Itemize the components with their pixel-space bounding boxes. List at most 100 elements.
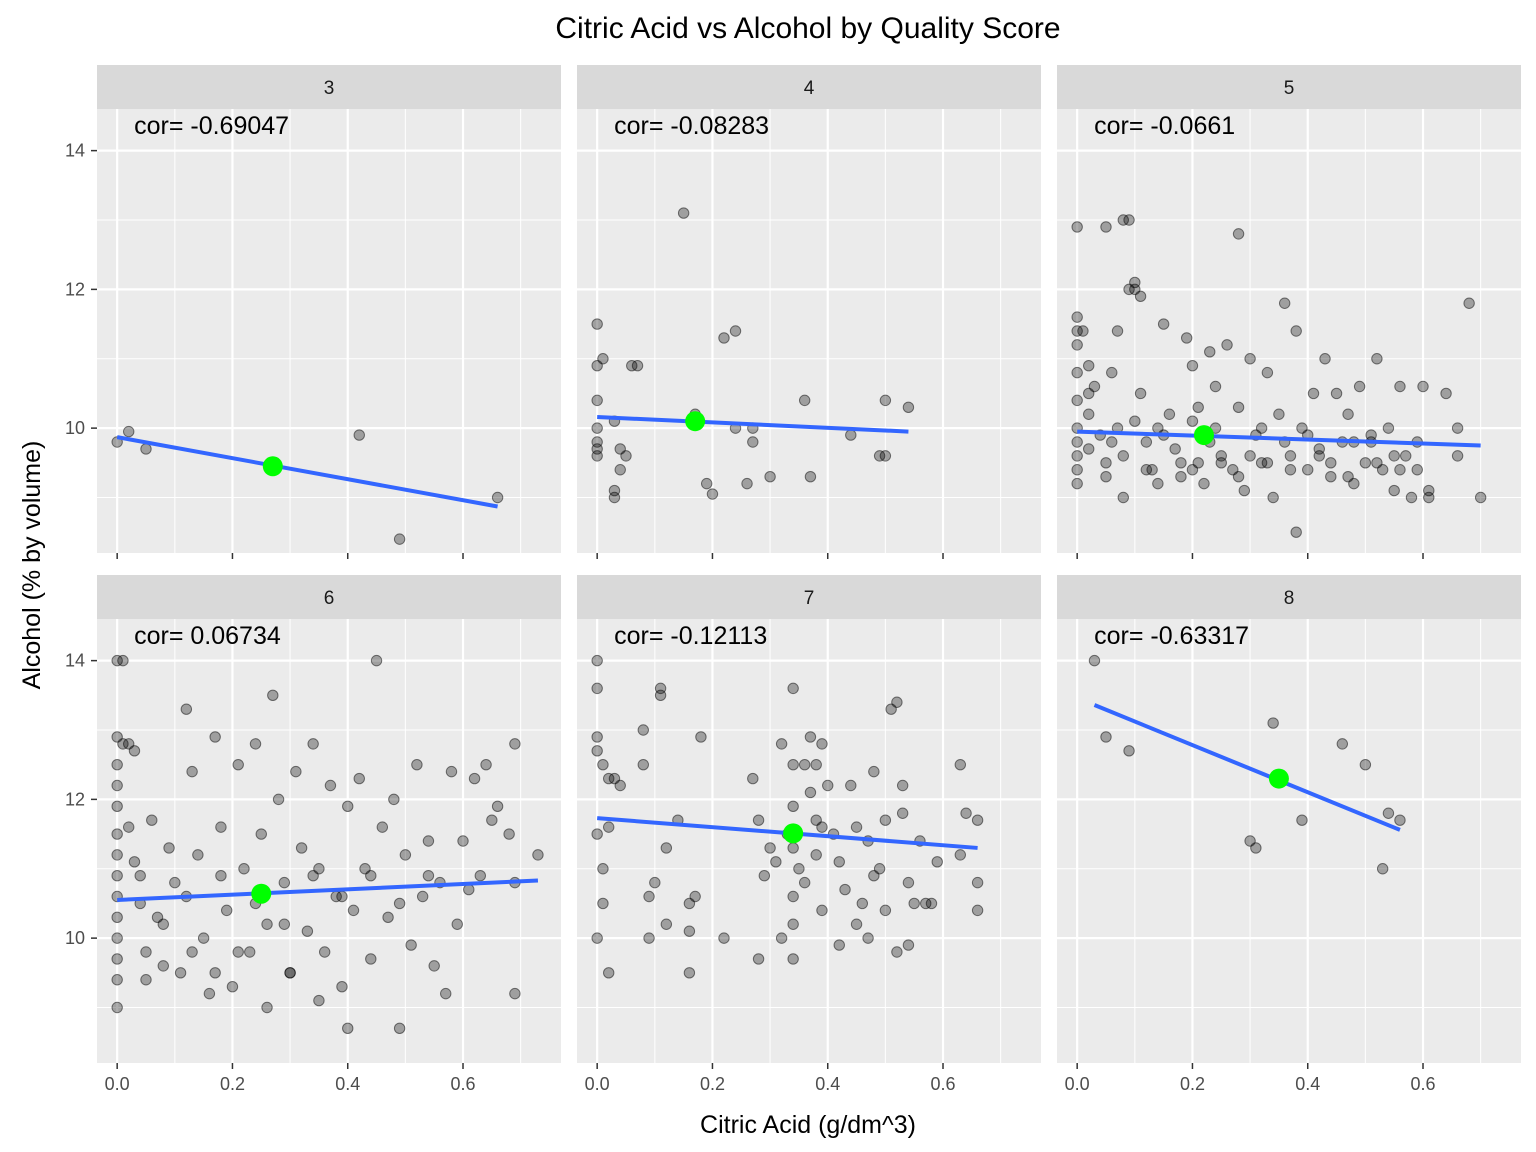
facet-strip	[577, 65, 1041, 109]
data-point	[370, 654, 383, 667]
data-point	[1180, 332, 1193, 344]
correlation-label: cor= 0.06734	[134, 622, 281, 650]
data-point	[1106, 436, 1118, 448]
data-point	[232, 758, 244, 771]
data-point	[416, 890, 429, 903]
data-point	[1417, 380, 1429, 393]
panel-background	[1057, 619, 1521, 1063]
data-point	[971, 904, 984, 917]
data-point	[278, 918, 291, 930]
data-point	[1451, 422, 1464, 434]
data-point	[1267, 491, 1279, 504]
data-point	[718, 332, 730, 344]
mean-point	[251, 883, 272, 904]
data-point	[1359, 457, 1372, 469]
data-point	[1175, 457, 1187, 469]
data-point	[445, 765, 458, 778]
data-point	[1284, 450, 1297, 462]
facet-strip	[97, 65, 561, 109]
data-point	[197, 932, 210, 944]
data-point	[215, 869, 227, 882]
data-point	[146, 814, 158, 826]
data-point	[220, 904, 233, 917]
data-point	[1388, 450, 1400, 462]
data-point	[491, 800, 504, 813]
data-point	[1083, 408, 1095, 420]
correlation-label: cor= -0.0661	[1094, 112, 1235, 140]
data-point	[1140, 436, 1153, 448]
chart-title: Citric Acid vs Alcohol by Quality Score	[555, 12, 1060, 45]
data-point	[324, 779, 337, 792]
data-point	[1255, 457, 1268, 469]
data-point	[111, 1001, 123, 1014]
data-point	[787, 918, 799, 930]
data-point	[1175, 470, 1187, 483]
data-point	[388, 793, 400, 806]
facet-strip-label: 4	[804, 78, 815, 99]
y-tick-label: 14	[65, 651, 85, 671]
data-point	[157, 918, 169, 930]
data-point	[140, 946, 152, 958]
data-point	[597, 353, 609, 365]
data-point	[695, 731, 707, 743]
data-point	[1290, 526, 1302, 538]
data-point	[597, 863, 609, 875]
y-axis-label: Alcohol (% by volume)	[18, 441, 46, 690]
data-point	[1186, 464, 1199, 476]
fit-line	[117, 878, 539, 902]
data-point	[787, 758, 799, 771]
data-point	[591, 654, 603, 667]
data-point	[1342, 408, 1354, 420]
data-point	[793, 863, 805, 875]
data-point	[920, 897, 932, 910]
data-point	[411, 758, 423, 771]
data-point	[591, 828, 603, 840]
data-point	[879, 450, 892, 462]
data-point	[591, 422, 603, 434]
x-tick-label: 0.2	[1180, 1074, 1205, 1094]
data-point	[1232, 228, 1245, 240]
data-points	[1088, 654, 1406, 875]
data-point	[1088, 654, 1101, 667]
data-point	[1278, 297, 1291, 309]
data-point	[1083, 443, 1095, 455]
data-point	[111, 953, 123, 965]
facet-strip	[577, 575, 1041, 619]
data-point	[822, 779, 834, 792]
data-point	[463, 883, 475, 896]
data-point	[226, 980, 239, 993]
data-point	[1302, 464, 1314, 476]
data-point	[1359, 758, 1372, 771]
data-point	[1451, 450, 1464, 462]
data-point	[850, 918, 863, 930]
panel-background	[97, 619, 561, 1063]
data-point	[1325, 470, 1337, 483]
data-point	[405, 939, 417, 951]
data-point	[117, 654, 129, 667]
data-point	[1169, 443, 1181, 455]
data-point	[603, 821, 615, 833]
data-point	[123, 821, 135, 833]
data-point	[591, 932, 603, 944]
data-point	[908, 897, 920, 910]
correlation-label: cor= -0.69047	[134, 112, 289, 140]
data-point	[798, 876, 811, 889]
data-point	[1405, 491, 1418, 504]
data-point	[382, 911, 394, 924]
data-point	[654, 689, 667, 702]
data-point	[111, 911, 123, 924]
data-point	[1071, 436, 1083, 448]
data-point	[393, 533, 406, 545]
data-point	[1273, 408, 1285, 420]
x-tick-label: 0.6	[930, 1074, 955, 1094]
data-point	[203, 987, 216, 1000]
data-point	[816, 738, 828, 750]
data-point	[770, 856, 782, 868]
data-point	[597, 758, 609, 771]
data-point	[649, 876, 661, 889]
data-point	[683, 967, 696, 979]
facet-panel-5: 5 cor= -0.0661	[1057, 65, 1521, 559]
data-point	[1083, 359, 1095, 372]
data-point	[1100, 470, 1112, 483]
